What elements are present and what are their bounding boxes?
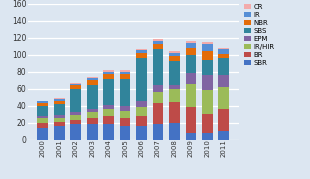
Bar <box>54 126 64 140</box>
Bar <box>120 118 131 126</box>
Bar <box>185 133 196 140</box>
Bar <box>70 115 81 120</box>
Bar <box>202 60 213 75</box>
Bar <box>87 78 98 80</box>
Bar <box>54 101 64 104</box>
Bar <box>219 131 229 140</box>
Bar <box>120 74 131 79</box>
Bar <box>153 50 163 85</box>
Bar <box>136 49 147 50</box>
Bar <box>169 123 180 140</box>
Bar <box>87 77 98 78</box>
Bar <box>169 85 180 90</box>
Bar <box>169 56 180 61</box>
Bar <box>136 53 147 58</box>
Bar <box>219 58 229 75</box>
Bar <box>120 72 131 74</box>
Bar <box>87 118 98 124</box>
Bar <box>202 114 213 133</box>
Bar <box>185 73 196 83</box>
Bar <box>202 51 213 60</box>
Bar <box>70 112 81 115</box>
Bar <box>202 44 213 51</box>
Bar <box>120 111 131 118</box>
Bar <box>54 98 64 99</box>
Bar <box>153 41 163 44</box>
Bar <box>169 61 180 85</box>
Bar <box>169 90 180 102</box>
Bar <box>87 124 98 140</box>
Bar <box>219 50 229 54</box>
Bar <box>120 107 131 111</box>
Bar <box>153 124 163 140</box>
Bar <box>87 112 98 118</box>
Bar <box>202 90 213 114</box>
Bar <box>153 103 163 124</box>
Bar <box>136 126 147 140</box>
Bar <box>54 118 64 122</box>
Bar <box>70 85 81 90</box>
Bar <box>219 75 229 87</box>
Bar <box>70 83 81 85</box>
Bar <box>153 92 163 103</box>
Bar <box>136 50 147 53</box>
Bar <box>103 70 114 72</box>
Bar <box>70 124 81 140</box>
Bar <box>38 103 48 106</box>
Bar <box>185 55 196 73</box>
Legend: CR, IR, NBR, SBS, EPM, IR/HIR, BR, SBR: CR, IR, NBR, SBS, EPM, IR/HIR, BR, SBR <box>244 4 274 66</box>
Bar <box>70 120 81 124</box>
Bar <box>202 42 213 44</box>
Bar <box>103 74 114 79</box>
Bar <box>38 118 48 123</box>
Bar <box>38 128 48 140</box>
Bar <box>169 102 180 123</box>
Bar <box>87 109 98 112</box>
Bar <box>120 70 131 72</box>
Bar <box>38 123 48 128</box>
Bar <box>103 72 114 74</box>
Bar <box>185 48 196 55</box>
Bar <box>103 116 114 124</box>
Bar <box>185 83 196 107</box>
Bar <box>219 54 229 58</box>
Bar <box>103 124 114 140</box>
Bar <box>87 80 98 85</box>
Bar <box>219 109 229 131</box>
Bar <box>136 107 147 116</box>
Bar <box>136 58 147 101</box>
Bar <box>54 99 64 101</box>
Bar <box>54 122 64 126</box>
Bar <box>120 126 131 140</box>
Bar <box>153 39 163 41</box>
Bar <box>219 87 229 109</box>
Bar <box>136 116 147 126</box>
Bar <box>70 90 81 112</box>
Bar <box>202 133 213 140</box>
Bar <box>54 115 64 118</box>
Bar <box>103 79 114 105</box>
Bar <box>136 101 147 107</box>
Bar <box>202 75 213 90</box>
Bar <box>38 106 48 116</box>
Bar <box>153 44 163 50</box>
Bar <box>54 104 64 115</box>
Bar <box>87 85 98 109</box>
Bar <box>103 105 114 109</box>
Bar <box>169 51 180 53</box>
Bar <box>38 116 48 118</box>
Bar <box>169 53 180 56</box>
Bar <box>219 48 229 50</box>
Bar <box>185 41 196 43</box>
Bar <box>185 107 196 133</box>
Bar <box>185 43 196 48</box>
Bar <box>153 85 163 92</box>
Bar <box>103 109 114 116</box>
Bar <box>120 79 131 107</box>
Bar <box>38 101 48 103</box>
